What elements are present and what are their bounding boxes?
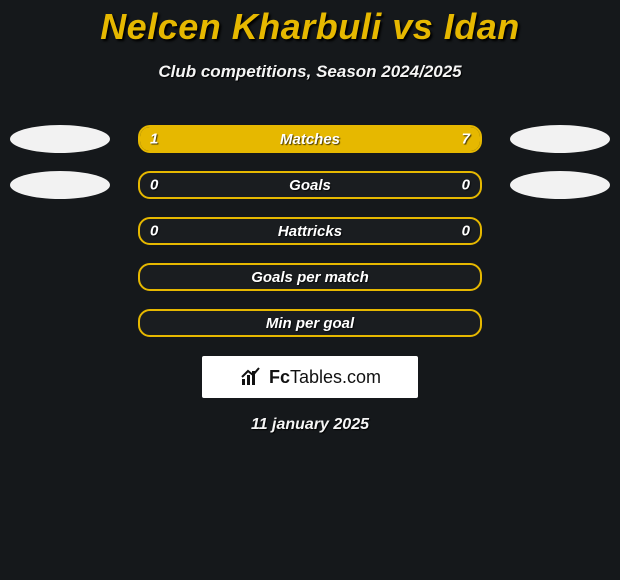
widget-root: Nelcen Kharbuli vs Idan Club competition… (0, 6, 620, 580)
stat-value-right: 7 (462, 131, 470, 148)
stat-value-left: 0 (150, 177, 158, 194)
stat-label: Min per goal (266, 315, 354, 332)
stat-value-left: 0 (150, 223, 158, 240)
stat-row: 1 7 Matches (0, 122, 620, 156)
player-photo-right (510, 125, 610, 153)
player-photo-left (10, 125, 110, 153)
logo-prefix: Fc (269, 367, 290, 387)
player-photo-left (10, 171, 110, 199)
stat-bar: 1 7 Matches (138, 125, 482, 153)
snapshot-date: 11 january 2025 (0, 416, 620, 434)
logo-text: FcTables.com (269, 367, 381, 388)
stat-label: Matches (280, 131, 340, 148)
stat-value-right: 0 (462, 177, 470, 194)
player-photo-right (510, 171, 610, 199)
logo-main: Tables (290, 367, 342, 387)
stat-value-right: 0 (462, 223, 470, 240)
stat-bar: 0 0 Goals (138, 171, 482, 199)
comparison-title: Nelcen Kharbuli vs Idan (0, 6, 620, 48)
logo-suffix: .com (342, 367, 381, 387)
stat-row: Min per goal (0, 306, 620, 340)
stat-row: 0 0 Goals (0, 168, 620, 202)
stat-bar: Goals per match (138, 263, 482, 291)
chart-icon (239, 365, 263, 389)
comparison-subtitle: Club competitions, Season 2024/2025 (0, 62, 620, 82)
stat-bar: 0 0 Hattricks (138, 217, 482, 245)
stat-fill-right (208, 127, 480, 151)
stat-label: Goals (289, 177, 331, 194)
site-logo[interactable]: FcTables.com (202, 356, 418, 398)
stat-label: Hattricks (278, 223, 342, 240)
stat-row: Goals per match (0, 260, 620, 294)
stat-value-left: 1 (150, 131, 158, 148)
stat-bar: Min per goal (138, 309, 482, 337)
stat-label: Goals per match (251, 269, 369, 286)
stat-row: 0 0 Hattricks (0, 214, 620, 248)
stats-container: 1 7 Matches 0 0 Goals 0 0 Hattricks Goals per mat… (0, 122, 620, 340)
